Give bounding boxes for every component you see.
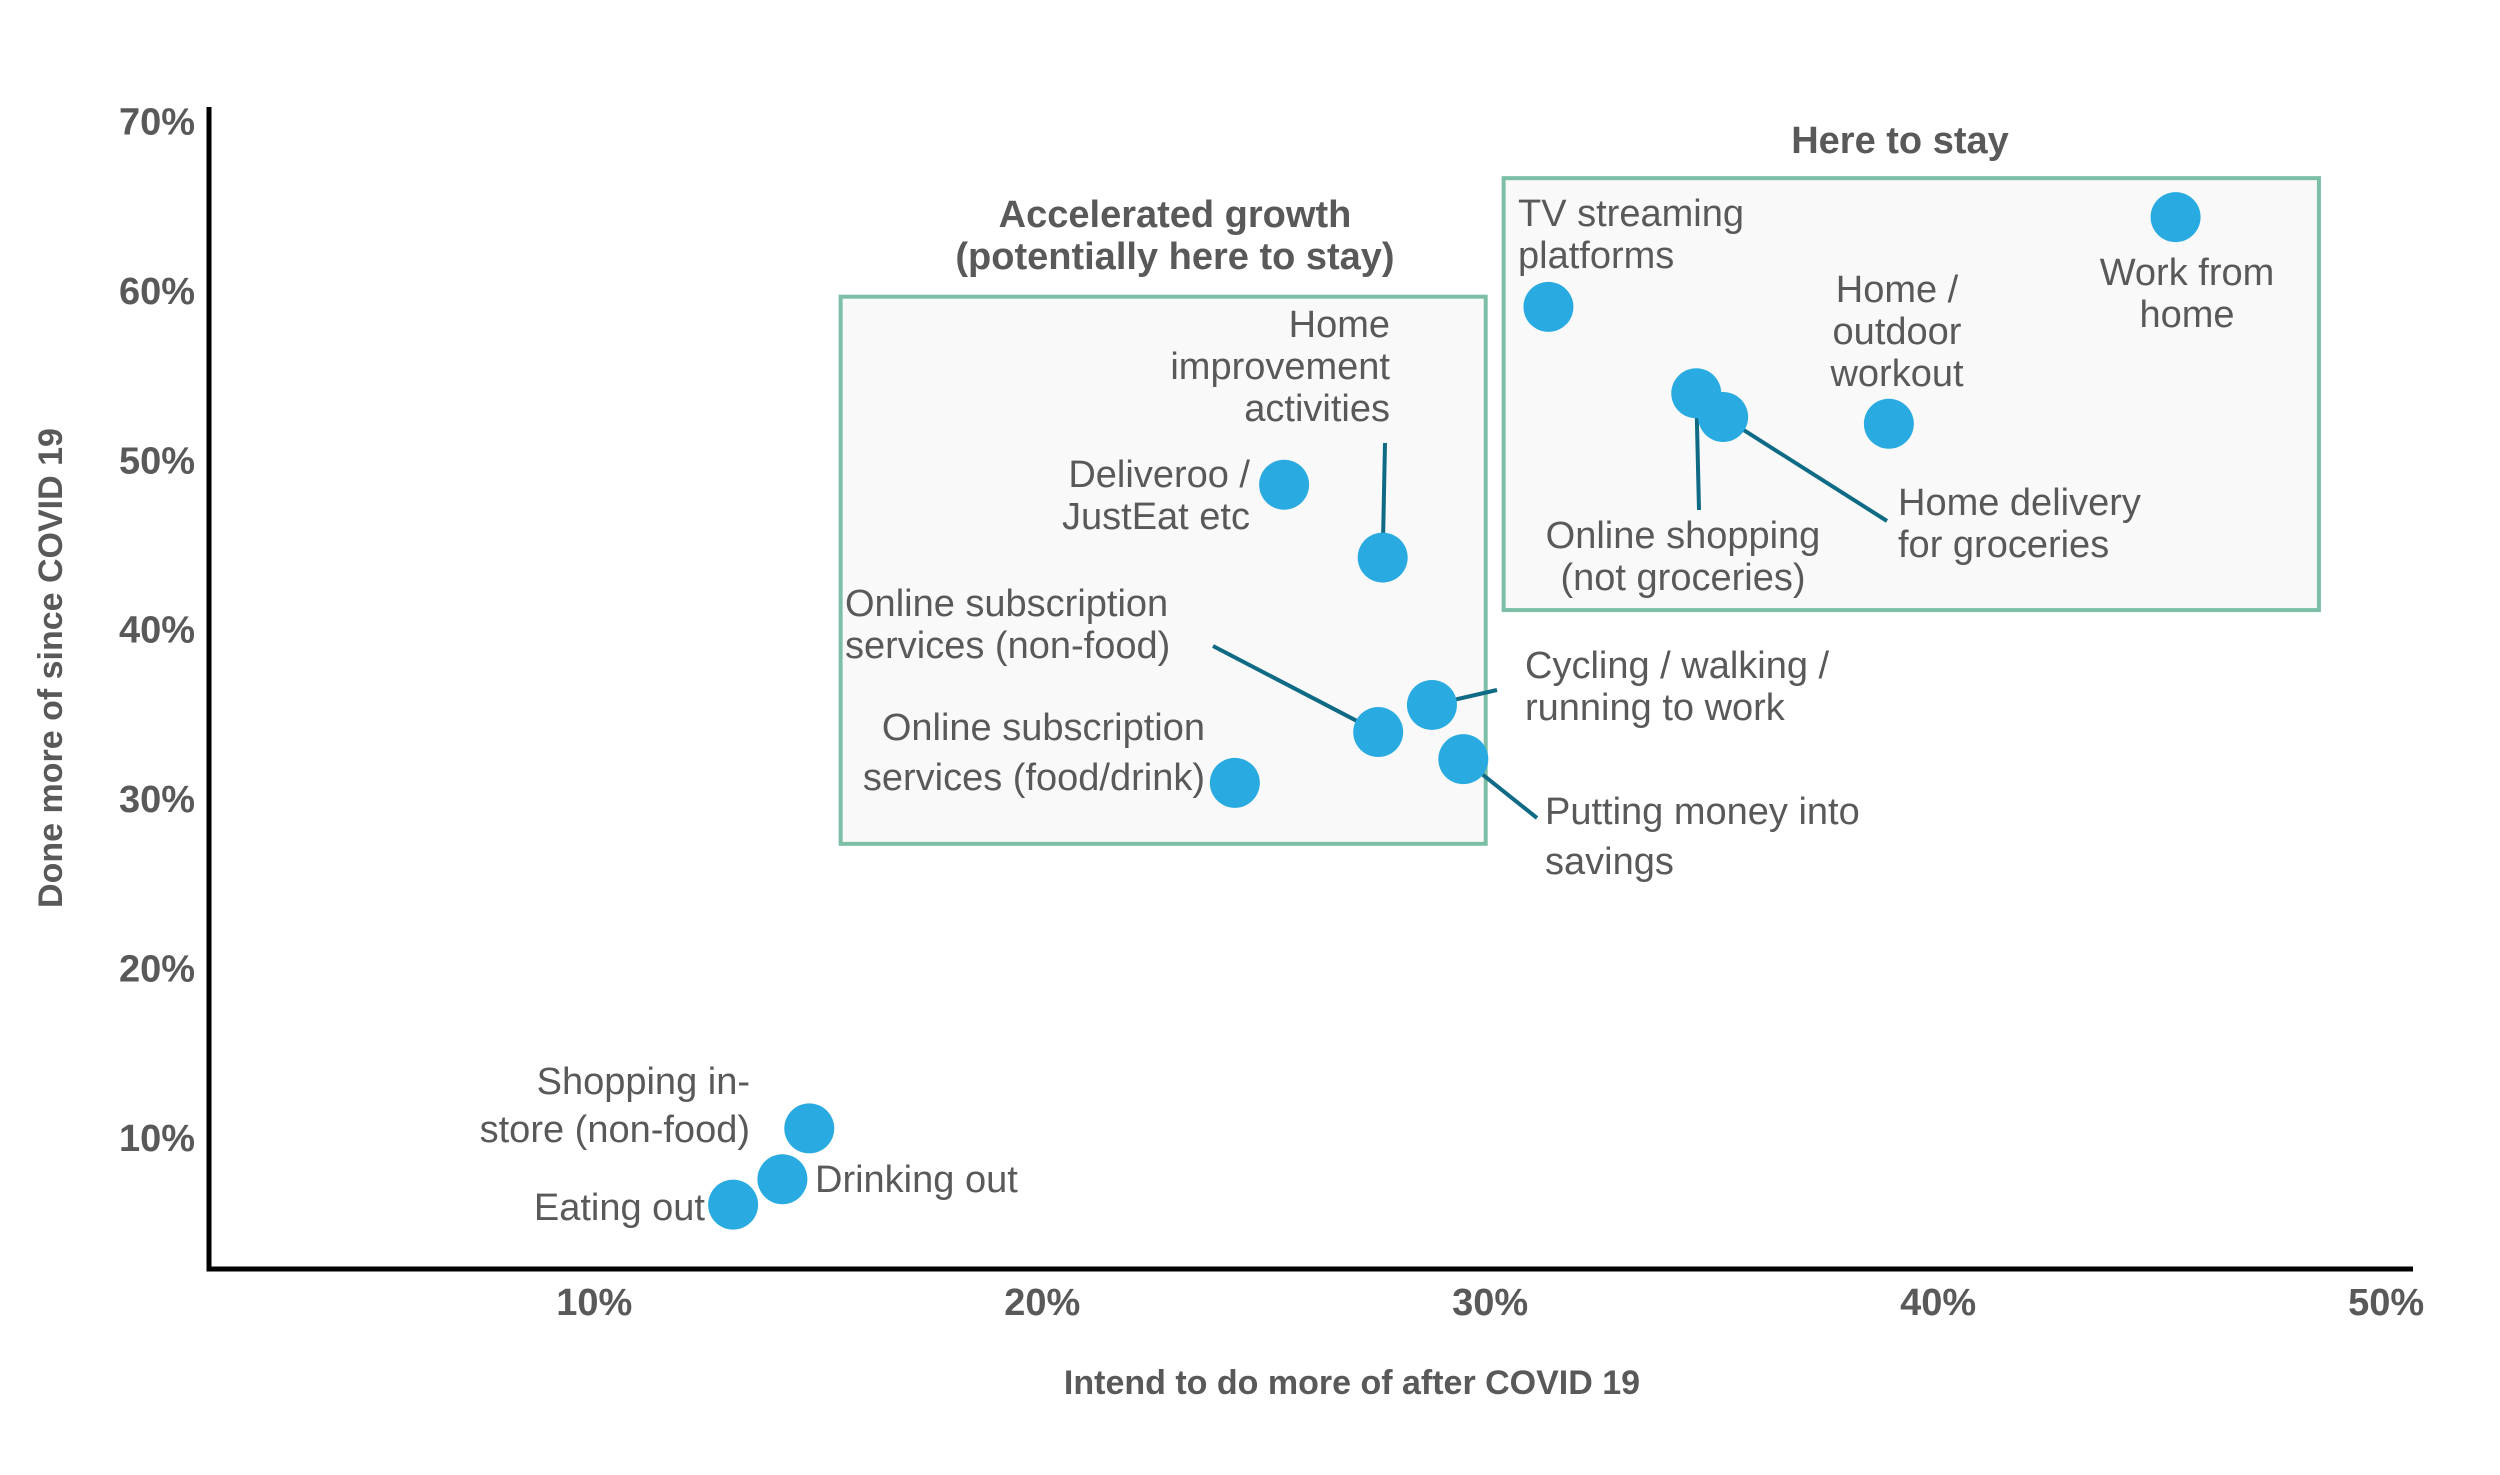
point-label-subnonfood: Online subscription services (non-food): [845, 583, 1170, 667]
data-point-wfh[interactable]: [2150, 192, 2201, 243]
y-tick-label: 10%: [119, 1118, 195, 1160]
point-label-deliveroo: Deliveroo / JustEat etc: [1062, 454, 1250, 538]
x-tick-label: 40%: [1900, 1282, 1976, 1324]
point-label-subfood: Online subscription services (food/drink): [863, 707, 1205, 799]
x-tick-label: 30%: [1452, 1282, 1528, 1324]
y-tick-label: 70%: [119, 102, 195, 144]
point-labels: Shopping in-store (non-food) Drinking out…: [480, 193, 2275, 1229]
y-axis-title: Done more of since COVID 19: [32, 428, 70, 908]
data-point-drinking[interactable]: [757, 1154, 808, 1205]
zone-box-here: [1501, 176, 2321, 613]
point-label-cycling: Cycling / walking / running to work: [1525, 645, 1830, 729]
point-label-onlineshop: Online shopping (not groceries): [1546, 515, 1821, 599]
y-tick-label: 60%: [119, 271, 195, 313]
data-point-homeimp[interactable]: [1357, 532, 1408, 583]
x-tick-label: 50%: [2348, 1282, 2424, 1324]
data-points: [708, 192, 2201, 1230]
data-point-shopping[interactable]: [784, 1103, 835, 1154]
leader-line-grocery: [1722, 415, 1889, 523]
y-tick-label: 40%: [119, 610, 195, 652]
point-label-wfh: Work from home: [2100, 252, 2275, 336]
x-tick-label: 10%: [556, 1282, 632, 1324]
leader-line-subnonfood: [1212, 644, 1380, 734]
y-tick-label: 20%: [119, 948, 195, 990]
point-label-drinking: Drinking out: [815, 1159, 1018, 1201]
data-point-cycling[interactable]: [1406, 679, 1457, 730]
data-point-eating[interactable]: [708, 1179, 759, 1230]
data-point-subfood[interactable]: [1209, 757, 1260, 808]
data-point-tv[interactable]: [1523, 281, 1574, 332]
point-label-grocery: Home delivery for groceries: [1898, 482, 2141, 566]
x-tick-label: 20%: [1004, 1282, 1080, 1324]
data-point-savings[interactable]: [1438, 734, 1489, 785]
zone-title-accelerated: Accelerated growth (potentially here to s…: [955, 194, 1394, 278]
x-tick-labels: 10% 20% 30% 40% 50%: [556, 1282, 2424, 1324]
data-point-workout[interactable]: [1863, 398, 1914, 449]
data-point-subnonfood[interactable]: [1353, 707, 1404, 758]
y-tick-label: 30%: [119, 779, 195, 821]
data-point-grocery[interactable]: [1698, 391, 1749, 442]
y-tick-labels: 10% 20% 30% 40% 50% 60% 70%: [119, 102, 195, 1160]
data-point-deliveroo[interactable]: [1259, 459, 1310, 510]
y-tick-label: 50%: [119, 440, 195, 482]
point-label-workout: Home / outdoor workout: [1829, 269, 1963, 395]
point-label-homeimp: Home improvement activities: [1170, 304, 1390, 430]
axes-layer: [206, 107, 2413, 1272]
point-label-tv: TV streaming platforms: [1518, 193, 1744, 277]
x-axis-title: Intend to do more of after COVID 19: [1064, 1364, 1640, 1402]
point-label-shopping: Shopping in-store (non-food): [480, 1061, 750, 1151]
point-label-eating: Eating out: [534, 1187, 706, 1229]
zone-title-here: Here to stay: [1791, 120, 2009, 162]
point-label-savings: Putting money into savings: [1545, 791, 1860, 883]
